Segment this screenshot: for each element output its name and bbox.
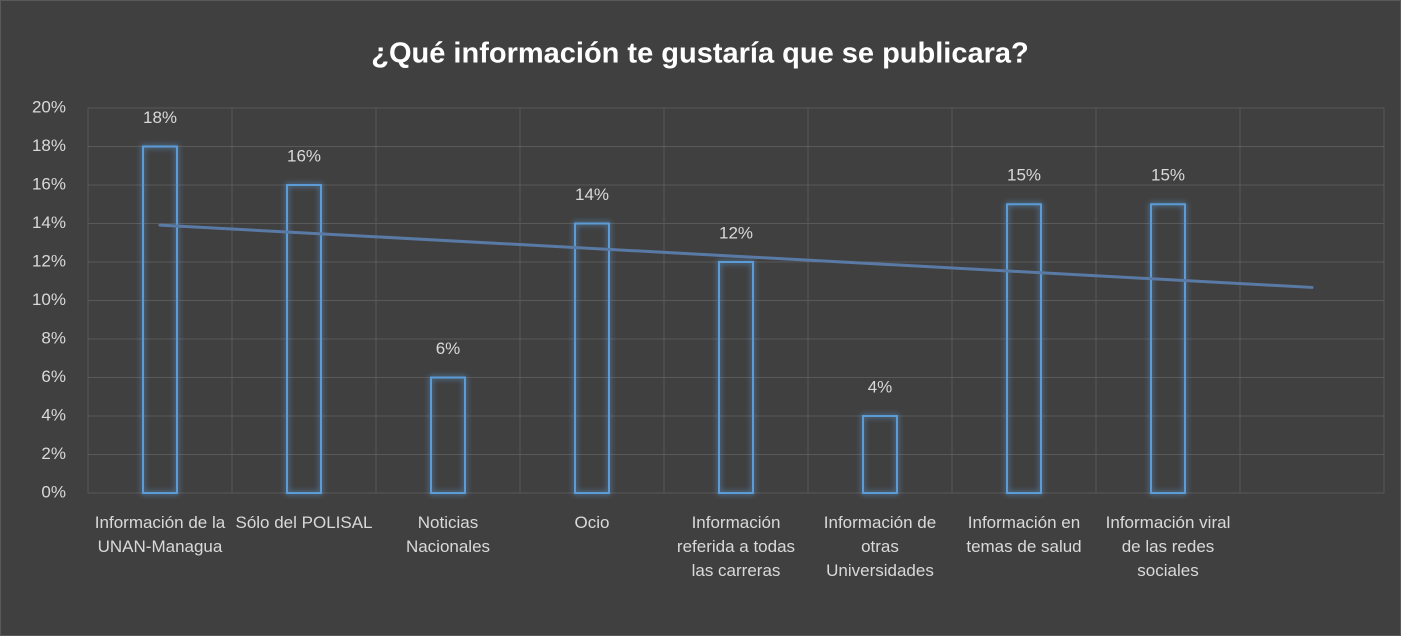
- bar: [286, 184, 322, 494]
- y-tick-label: 6%: [41, 367, 66, 386]
- x-tick-label: Ocio: [574, 513, 610, 532]
- y-tick-label: 0%: [41, 482, 66, 501]
- data-label: 15%: [1151, 166, 1185, 185]
- bar: [142, 145, 178, 494]
- bar: [1150, 203, 1186, 494]
- data-label: 12%: [719, 223, 753, 242]
- y-tick-label: 18%: [32, 136, 66, 155]
- data-label: 4%: [868, 377, 893, 396]
- y-tick-label: 16%: [32, 174, 66, 193]
- x-tick-label: Sólo del POLISAL: [235, 513, 373, 532]
- chart-title: ¿Qué información te gustaría que se publ…: [371, 38, 1028, 70]
- y-tick-label: 10%: [32, 290, 66, 309]
- bar: [430, 376, 466, 494]
- data-label: 18%: [143, 108, 177, 127]
- x-tick-label: Información viral de las redes sociales: [1105, 513, 1231, 580]
- bar: [862, 415, 898, 494]
- y-tick-label: 4%: [41, 405, 66, 424]
- trendline: [158, 223, 1314, 289]
- x-tick-label: Información de otras Universidades: [823, 513, 937, 580]
- data-label: 14%: [575, 185, 609, 204]
- y-tick-label: 8%: [41, 328, 66, 347]
- y-tick-label: 14%: [32, 213, 66, 232]
- data-label: 6%: [436, 339, 461, 358]
- data-label: 15%: [1007, 166, 1041, 185]
- bar: [1006, 203, 1042, 494]
- x-tick-label: Información de la UNAN-Managua: [94, 513, 226, 556]
- bar: [574, 222, 610, 494]
- y-tick-label: 12%: [32, 251, 66, 270]
- x-tick-label: Información en temas de salud: [966, 513, 1082, 556]
- y-tick-label: 2%: [41, 444, 66, 463]
- x-tick-label: Información referida a todas las carrera…: [676, 513, 796, 580]
- x-tick-label: Noticias Nacionales: [405, 513, 491, 556]
- data-label: 16%: [287, 146, 321, 165]
- bar: [718, 261, 754, 494]
- y-tick-label: 20%: [32, 97, 66, 116]
